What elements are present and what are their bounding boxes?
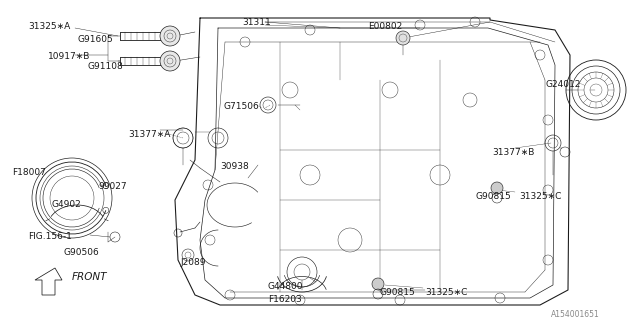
Text: A154001651: A154001651: [551, 310, 600, 319]
Text: G90815: G90815: [476, 192, 512, 201]
Text: 31377∗B: 31377∗B: [492, 148, 534, 157]
Text: G4902: G4902: [52, 200, 82, 209]
Text: 31377∗A: 31377∗A: [128, 130, 170, 139]
Text: FIG.156-1: FIG.156-1: [28, 232, 72, 241]
Text: 99027: 99027: [98, 182, 127, 191]
Text: 31325∗A: 31325∗A: [28, 22, 70, 31]
Text: 10917∗B: 10917∗B: [48, 52, 90, 61]
Circle shape: [491, 182, 503, 194]
Text: G71506: G71506: [224, 102, 260, 111]
Text: F18007: F18007: [12, 168, 46, 177]
Text: G91605: G91605: [78, 35, 114, 44]
Text: J2089: J2089: [180, 258, 205, 267]
Text: G24012: G24012: [546, 80, 581, 89]
Circle shape: [160, 51, 180, 71]
Text: G90815: G90815: [380, 288, 416, 297]
Text: E00802: E00802: [368, 22, 403, 31]
Text: 31311: 31311: [242, 18, 271, 27]
Text: G91108: G91108: [88, 62, 124, 71]
Text: G44800: G44800: [268, 282, 303, 291]
Circle shape: [160, 26, 180, 46]
Text: 30938: 30938: [220, 162, 249, 171]
Circle shape: [396, 31, 410, 45]
Text: G90506: G90506: [64, 248, 100, 257]
Text: F16203: F16203: [268, 295, 301, 304]
Text: 31325∗C: 31325∗C: [425, 288, 467, 297]
Text: 31325∗C: 31325∗C: [519, 192, 561, 201]
Circle shape: [372, 278, 384, 290]
Text: FRONT: FRONT: [72, 272, 108, 282]
